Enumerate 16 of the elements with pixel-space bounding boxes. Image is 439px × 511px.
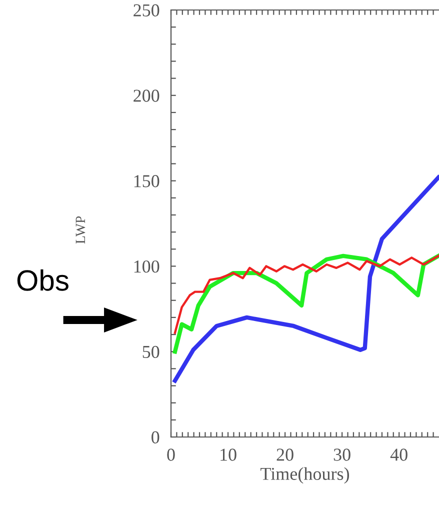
y-tick-label: 200	[134, 90, 160, 102]
y-tick-label: 0	[152, 431, 160, 444]
line-series	[172, 175, 439, 383]
x-tick-label: 20	[276, 448, 294, 461]
y-tick-label: 100	[134, 260, 160, 273]
y-tick-label: 250	[134, 4, 160, 16]
x-tick-label: 10	[220, 448, 236, 461]
x-tick-label: 0	[167, 448, 175, 461]
x-axis-title: Time(hours)	[260, 467, 350, 484]
y-tick-label: 50	[142, 346, 160, 358]
y-tick-label: 150	[134, 175, 160, 188]
x-tick-label: 40	[390, 448, 408, 461]
text: Obs	[17, 269, 68, 291]
line-series	[174, 254, 439, 334]
y-axis-title: LWP	[76, 216, 86, 244]
x-tick-label: 30	[334, 448, 350, 461]
